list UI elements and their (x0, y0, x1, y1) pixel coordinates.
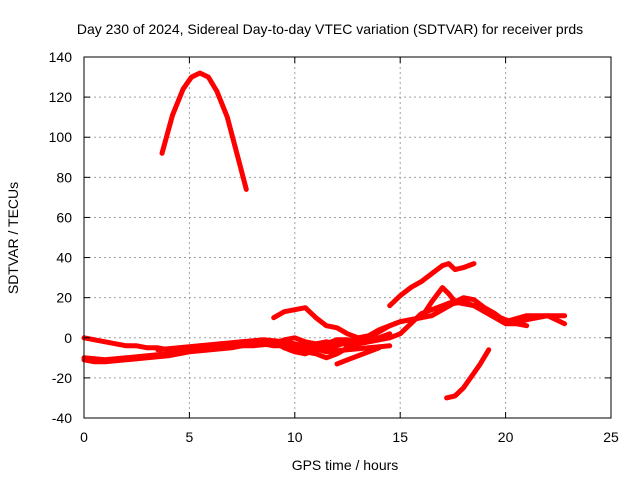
y-tick-label: 100 (49, 129, 73, 145)
x-tick-label: 25 (603, 429, 619, 445)
y-tick-label: 0 (64, 330, 72, 346)
x-tick-label: 15 (392, 429, 408, 445)
x-axis-label: GPS time / hours (292, 457, 399, 473)
series-arc-5 (155, 337, 393, 355)
series-arc-11 (444, 347, 492, 401)
data-series (81, 70, 568, 401)
x-tick-label: 10 (287, 429, 303, 445)
y-tick-label: 80 (56, 169, 72, 185)
y-tick-label: -20 (52, 370, 72, 386)
y-tick-label: 120 (49, 89, 73, 105)
y-tick-label: 40 (56, 250, 72, 266)
series-arc-1 (159, 70, 249, 192)
series-arc-10 (387, 261, 477, 309)
series-arc-6 (271, 285, 568, 341)
series-arc-9 (334, 345, 382, 367)
x-tick-label: 0 (80, 429, 88, 445)
y-tick-label: -40 (52, 410, 72, 426)
y-tick-label: 140 (49, 49, 73, 65)
plot-frame (83, 56, 612, 419)
y-axis-label: SDTVAR / TECUs (5, 182, 21, 294)
x-tick-label: 20 (498, 429, 514, 445)
axis-ticks: 0 5 10 15 20 25 -40 -20 0 20 40 60 80 100 120 140 (49, 49, 619, 445)
y-tick-label: 60 (56, 209, 72, 225)
grid (84, 57, 611, 418)
series-arc-8 (313, 299, 568, 351)
y-tick-label: 20 (56, 290, 72, 306)
chart-title: Day 230 of 2024, Sidereal Day-to-day VTE… (77, 21, 583, 37)
x-tick-label: 5 (186, 429, 194, 445)
